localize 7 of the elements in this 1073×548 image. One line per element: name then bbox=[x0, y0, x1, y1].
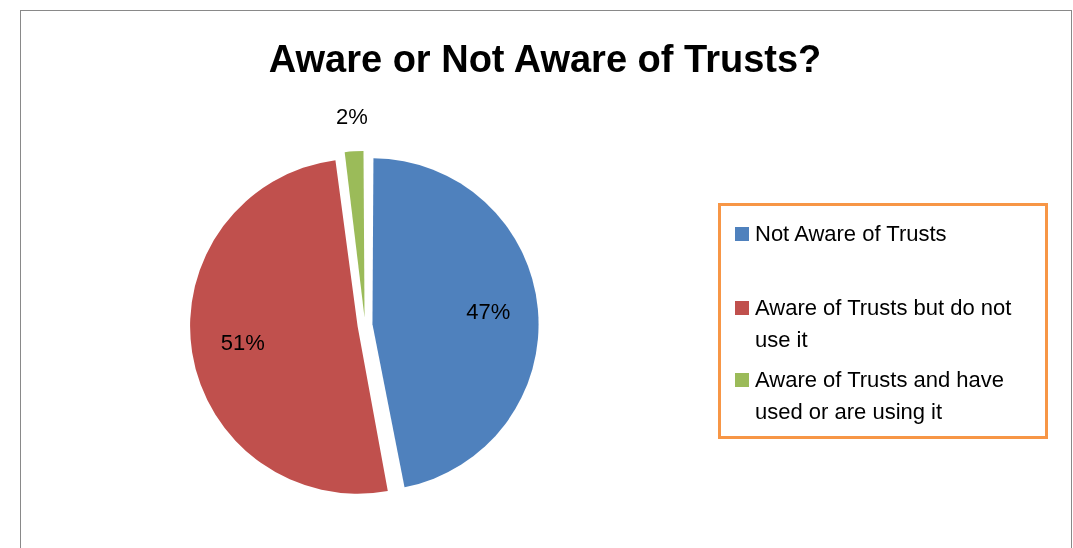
legend-label: Not Aware of Trusts bbox=[755, 220, 947, 248]
data-label: 51% bbox=[220, 330, 265, 356]
chart-title: Aware or Not Aware of Trusts? bbox=[267, 38, 823, 81]
legend-label: Aware of Trusts but do not use it bbox=[755, 294, 1013, 354]
legend-label: Aware of Trusts and have used or are using it bbox=[755, 366, 1006, 426]
data-label: 2% bbox=[336, 104, 368, 130]
data-label: 47% bbox=[466, 299, 511, 325]
